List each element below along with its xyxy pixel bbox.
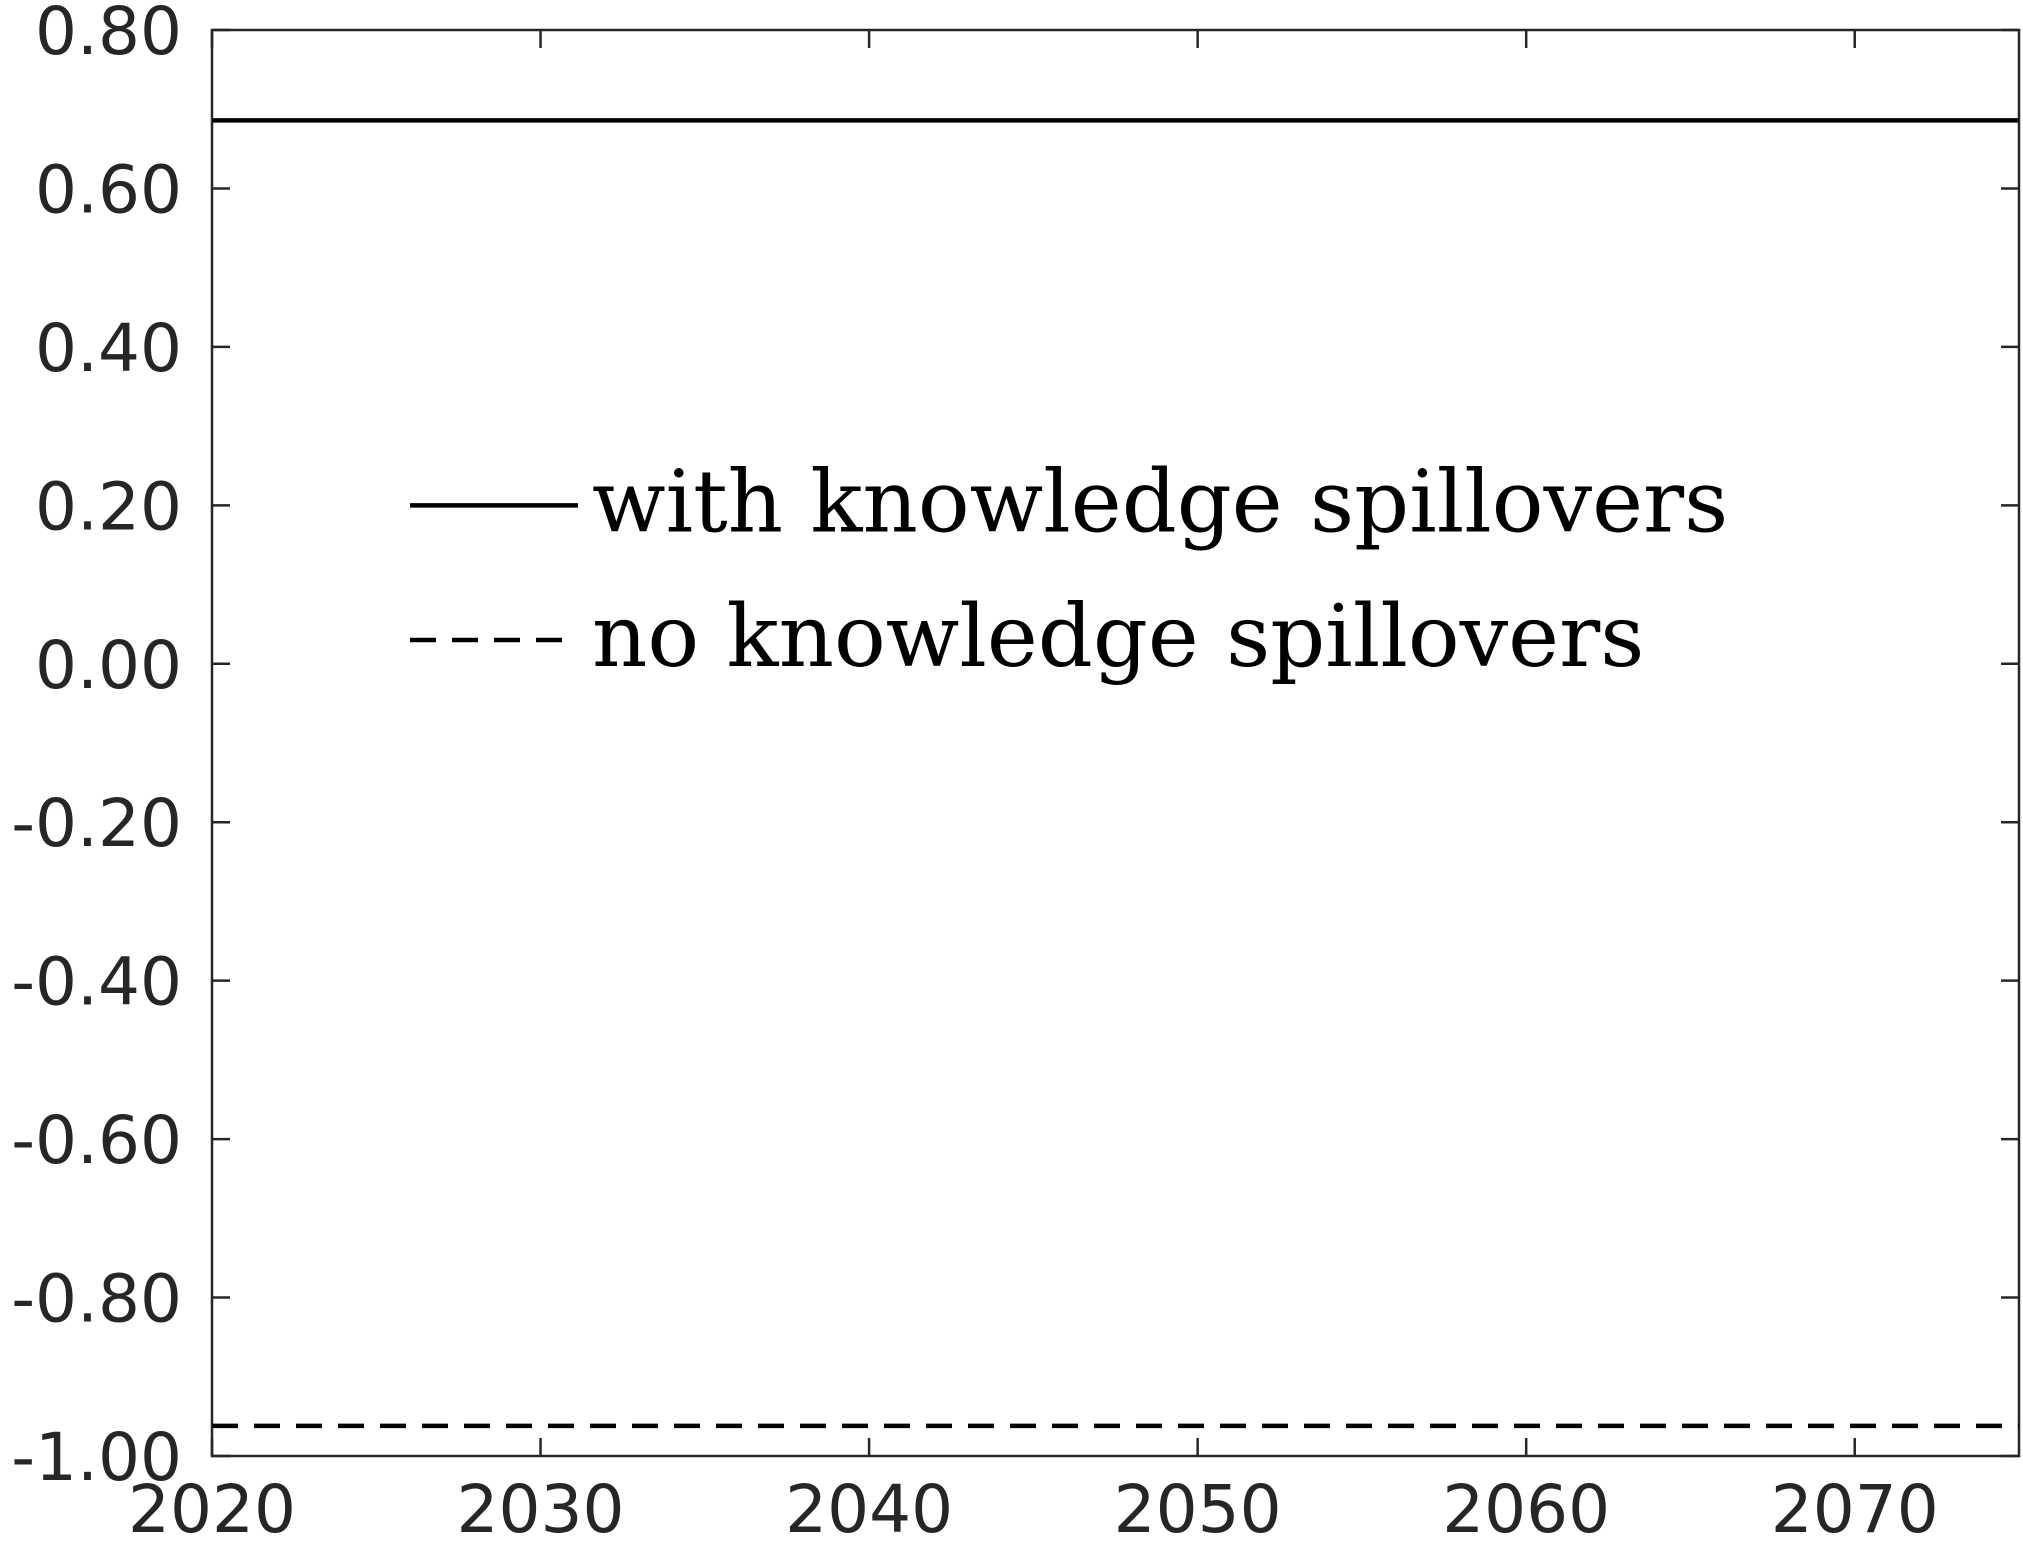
- y-tick-label: -0.40: [11, 944, 182, 1021]
- y-tick-label: -0.80: [11, 1261, 182, 1338]
- y-tick-label: 0.60: [35, 151, 182, 228]
- x-tick-label: 2060: [1442, 1471, 1610, 1548]
- y-tick-label: -0.60: [11, 1102, 182, 1179]
- x-tick-label: 2020: [128, 1471, 296, 1548]
- plot-frame: [210, 28, 2021, 1458]
- legend-label: no knowledge spillovers: [592, 587, 1644, 687]
- legend: with knowledge spillovers no knowledge sp…: [410, 452, 1728, 687]
- y-tick-label: 0.20: [35, 468, 182, 545]
- y-tick-label: -0.20: [11, 785, 182, 862]
- x-tick-label: 2030: [457, 1471, 625, 1548]
- x-tick-label: 2070: [1771, 1471, 1939, 1548]
- x-tick-label: 2040: [785, 1471, 953, 1548]
- axis-ticks: 2020 2030 2040 2050 2060 2070 0.80 0.60 0.40 0.20…: [11, 0, 2019, 1548]
- y-tick-label: 0.40: [35, 310, 182, 387]
- legend-label: with knowledge spillovers: [592, 452, 1728, 552]
- y-tick-label: -1.00: [11, 1419, 182, 1496]
- x-tick-label: 2050: [1114, 1471, 1282, 1548]
- y-tick-label: 0.00: [35, 627, 182, 704]
- y-tick-label: 0.80: [35, 0, 182, 70]
- series-lines: [212, 118, 2019, 1429]
